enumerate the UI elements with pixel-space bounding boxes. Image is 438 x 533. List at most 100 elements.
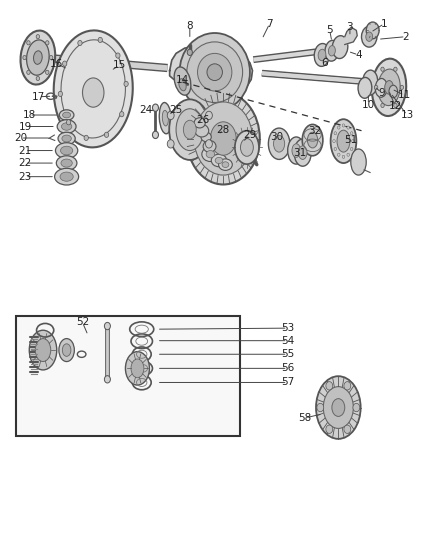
Circle shape	[394, 103, 397, 108]
Ellipse shape	[337, 130, 350, 152]
Ellipse shape	[389, 85, 398, 98]
Circle shape	[63, 61, 67, 66]
Ellipse shape	[162, 110, 168, 126]
Text: 14: 14	[176, 75, 189, 85]
Circle shape	[46, 70, 49, 75]
Text: 26: 26	[196, 115, 209, 125]
Ellipse shape	[206, 150, 215, 158]
Ellipse shape	[169, 99, 210, 160]
Ellipse shape	[332, 36, 348, 59]
Ellipse shape	[298, 146, 307, 159]
Ellipse shape	[59, 338, 74, 361]
Ellipse shape	[180, 33, 250, 111]
Ellipse shape	[378, 69, 400, 106]
Text: 53: 53	[281, 323, 294, 333]
Ellipse shape	[63, 112, 71, 118]
Circle shape	[342, 124, 345, 127]
Circle shape	[104, 132, 109, 138]
Text: 31: 31	[293, 148, 306, 158]
Ellipse shape	[302, 124, 323, 156]
Text: 8: 8	[187, 21, 193, 31]
Text: 2: 2	[403, 31, 409, 42]
Ellipse shape	[57, 156, 77, 171]
Ellipse shape	[207, 64, 223, 80]
Ellipse shape	[358, 77, 372, 98]
Text: 6: 6	[321, 58, 328, 68]
Ellipse shape	[179, 79, 186, 91]
Circle shape	[84, 135, 88, 141]
Circle shape	[342, 155, 345, 158]
Circle shape	[326, 382, 333, 390]
Ellipse shape	[203, 141, 216, 152]
Ellipse shape	[176, 109, 204, 150]
Text: 32: 32	[307, 126, 321, 136]
Circle shape	[333, 140, 336, 143]
Ellipse shape	[235, 131, 259, 164]
Ellipse shape	[21, 30, 55, 85]
Circle shape	[350, 148, 353, 150]
Circle shape	[167, 140, 174, 148]
Ellipse shape	[159, 102, 171, 134]
Ellipse shape	[273, 135, 285, 152]
Ellipse shape	[27, 40, 49, 75]
Text: 10: 10	[362, 100, 375, 110]
Circle shape	[394, 67, 397, 71]
Circle shape	[104, 376, 110, 383]
Circle shape	[344, 425, 351, 433]
Circle shape	[27, 41, 30, 45]
Circle shape	[152, 104, 159, 111]
Text: 57: 57	[281, 377, 294, 387]
Ellipse shape	[366, 22, 379, 39]
Ellipse shape	[62, 135, 71, 142]
Circle shape	[350, 132, 353, 135]
Text: 51: 51	[345, 135, 358, 145]
Ellipse shape	[35, 338, 51, 361]
Circle shape	[353, 403, 360, 411]
Circle shape	[23, 55, 26, 60]
Ellipse shape	[323, 386, 353, 429]
Ellipse shape	[362, 70, 378, 95]
Circle shape	[381, 103, 384, 108]
Text: 54: 54	[281, 336, 294, 346]
Polygon shape	[170, 46, 252, 97]
Circle shape	[347, 153, 350, 156]
Ellipse shape	[60, 146, 73, 155]
Text: 20: 20	[14, 133, 27, 143]
Ellipse shape	[375, 78, 387, 97]
Text: 1: 1	[381, 19, 388, 29]
Text: 17: 17	[32, 92, 46, 102]
Circle shape	[317, 403, 324, 411]
Circle shape	[98, 37, 102, 43]
Ellipse shape	[82, 78, 104, 107]
Ellipse shape	[187, 42, 243, 102]
Text: 29: 29	[243, 130, 257, 140]
Ellipse shape	[34, 51, 42, 64]
Circle shape	[326, 425, 333, 433]
Ellipse shape	[331, 119, 357, 163]
Polygon shape	[345, 27, 357, 45]
Text: 5: 5	[326, 26, 333, 35]
Ellipse shape	[222, 162, 229, 167]
Text: 19: 19	[19, 122, 32, 132]
Circle shape	[187, 49, 192, 55]
Text: 4: 4	[355, 50, 362, 60]
Circle shape	[352, 140, 354, 143]
Circle shape	[334, 132, 336, 135]
Text: 30: 30	[270, 132, 283, 142]
Ellipse shape	[195, 124, 208, 137]
Text: 22: 22	[18, 158, 32, 168]
Text: 23: 23	[18, 172, 32, 182]
Ellipse shape	[307, 132, 318, 148]
Ellipse shape	[328, 46, 336, 56]
Circle shape	[124, 82, 128, 86]
Text: 55: 55	[281, 349, 294, 359]
Circle shape	[167, 111, 174, 119]
Circle shape	[58, 91, 63, 96]
Ellipse shape	[198, 53, 232, 91]
Ellipse shape	[61, 123, 72, 130]
Ellipse shape	[201, 132, 211, 142]
Text: 56: 56	[281, 364, 294, 373]
Ellipse shape	[268, 128, 290, 159]
Circle shape	[337, 126, 340, 129]
Text: 11: 11	[398, 90, 411, 100]
